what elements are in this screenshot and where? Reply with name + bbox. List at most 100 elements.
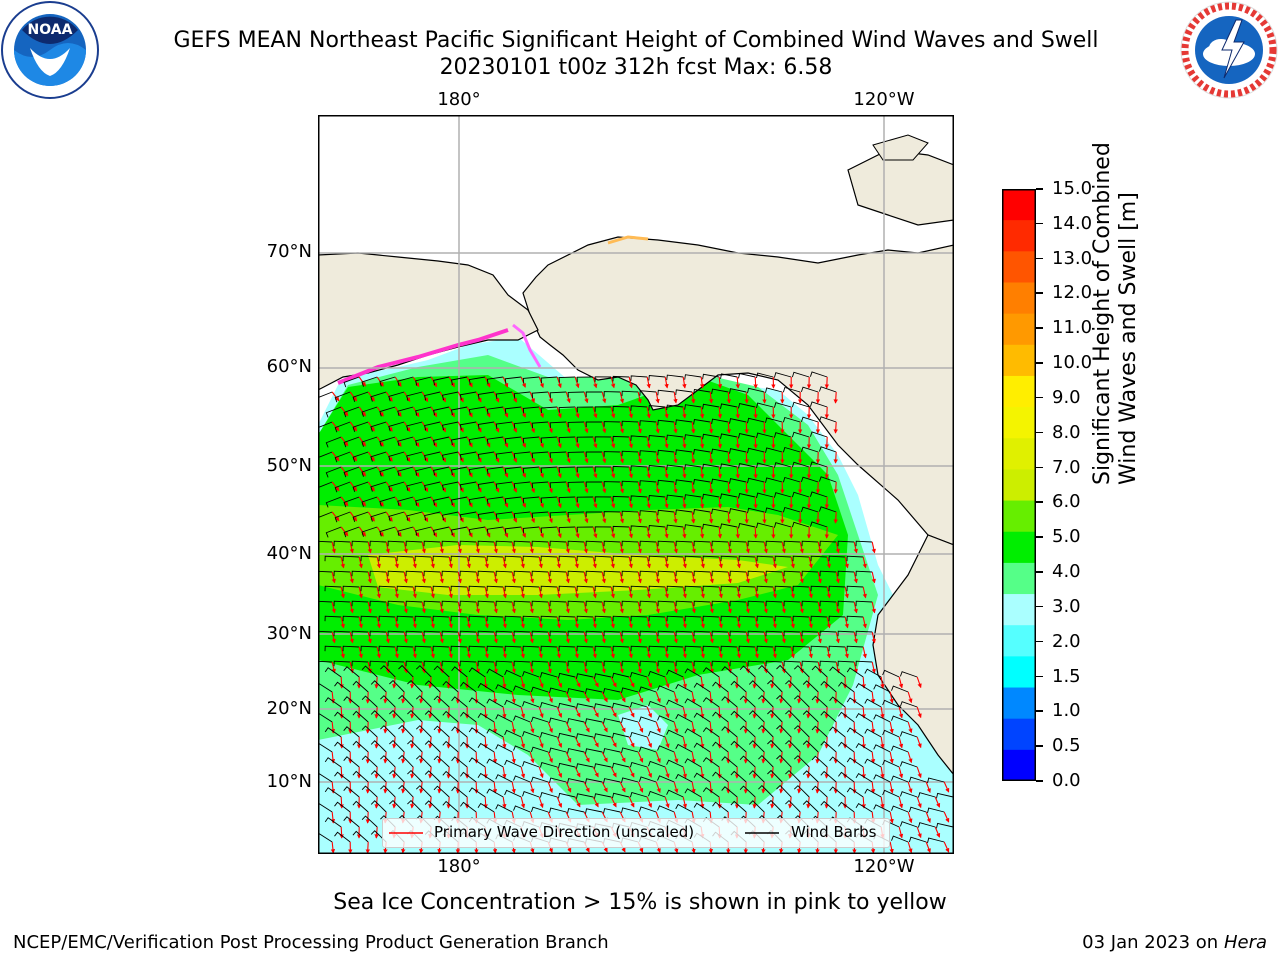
wave-direction-arrow: [898, 706, 904, 719]
wind-barb: [585, 421, 603, 427]
colorbar-tick-label: 12.0: [1052, 282, 1093, 304]
wind-barb: [361, 695, 378, 708]
wave-direction-arrow: [574, 406, 580, 419]
wave-direction-arrow: [824, 406, 830, 419]
wave-direction-arrow: [727, 541, 732, 554]
wave-direction-arrow: [583, 391, 589, 404]
wave-direction-arrow: [610, 436, 616, 449]
wave-direction-arrow: [331, 571, 336, 584]
wind-barb: [629, 731, 648, 738]
wind-barb: [324, 585, 342, 592]
wind-barb: [407, 709, 423, 723]
wind-barb: [818, 446, 837, 453]
wave-direction-arrow: [717, 676, 722, 689]
wave-direction-arrow: [565, 661, 570, 674]
wave-direction-arrow: [412, 586, 417, 599]
wind-barb: [675, 600, 693, 607]
wind-barb: [612, 375, 630, 382]
wave-direction-arrow: [592, 706, 599, 718]
wave-direction-arrow: [574, 376, 580, 389]
wind-barb: [684, 585, 702, 592]
wave-direction-arrow: [817, 541, 822, 554]
wind-barb: [712, 681, 729, 693]
wind-barb: [513, 451, 531, 459]
wind-barb: [801, 600, 819, 607]
noaa-logo-text: NOAA: [28, 22, 73, 38]
wind-barb: [630, 555, 648, 562]
wind-barb: [414, 615, 432, 622]
wave-direction-arrow: [735, 526, 740, 539]
wave-direction-arrow: [664, 496, 669, 509]
wave-direction-arrow: [817, 631, 822, 644]
wind-barb: [361, 496, 378, 507]
noaa-logo: NOAA: [1, 1, 99, 99]
wind-barb: [333, 630, 351, 637]
wave-direction-arrow: [673, 691, 679, 704]
colorbar-tick-label: 0.5: [1052, 735, 1081, 757]
wind-barb: [540, 406, 558, 414]
wave-direction-arrow: [583, 601, 588, 614]
wind-barb: [791, 461, 810, 468]
wind-barb: [702, 697, 720, 708]
wave-direction-arrow: [673, 541, 678, 554]
wind-barb: [567, 718, 585, 724]
wind-barb: [738, 522, 756, 529]
wind-barb: [773, 462, 792, 468]
wind-barb: [504, 615, 522, 622]
wave-direction-arrow: [403, 661, 408, 674]
wind-barb: [352, 680, 369, 693]
lat-label-60n: 60°N: [266, 356, 312, 377]
wind-barb: [343, 406, 360, 418]
wind-barb: [702, 403, 720, 410]
wind-barb: [792, 645, 810, 652]
wind-barb: [540, 526, 558, 534]
wind-barb: [630, 585, 648, 592]
wind-barb: [513, 391, 531, 399]
wind-barb: [756, 615, 774, 622]
wind-barb: [738, 492, 756, 499]
wave-direction-arrow: [646, 676, 652, 688]
wave-direction-arrow: [871, 631, 876, 644]
wind-barb: [612, 702, 630, 709]
wind-barb: [612, 585, 630, 592]
wave-direction-arrow: [699, 406, 705, 419]
wind-barb: [477, 540, 495, 547]
wind-barb: [450, 376, 468, 385]
wind-barb: [819, 630, 837, 637]
wave-direction-arrow: [483, 676, 488, 689]
wave-direction-arrow: [862, 586, 867, 599]
wave-direction-arrow: [753, 466, 758, 479]
wind-barb: [675, 419, 693, 425]
wave-direction-arrow: [457, 571, 462, 584]
wind-barb: [531, 570, 549, 577]
wind-barb: [666, 615, 684, 622]
wind-barb: [397, 466, 414, 477]
wind-barb: [495, 451, 513, 460]
wind-barb: [567, 630, 585, 637]
wave-direction-arrow: [340, 616, 345, 629]
wave-direction-arrow: [862, 616, 867, 629]
wind-barb: [684, 494, 702, 500]
wave-direction-arrow: [619, 661, 624, 674]
wave-direction-arrow: [817, 571, 822, 584]
wind-barb: [406, 511, 423, 521]
wind-barb: [648, 435, 666, 441]
wind-barb: [855, 600, 873, 607]
wind-barb: [324, 667, 342, 678]
wind-barb: [477, 712, 495, 723]
wave-direction-arrow: [340, 406, 349, 417]
wave-direction-arrow: [628, 646, 633, 659]
wind-barb: [621, 390, 639, 397]
wind-barb: [630, 525, 648, 531]
colorbar-label-line2: Wind Waves and Swell [m]: [1116, 192, 1141, 485]
wind-barb: [738, 615, 756, 622]
wave-direction-arrow: [574, 736, 581, 748]
wind-barb: [450, 436, 468, 445]
wind-barb: [585, 688, 603, 694]
wind-barb: [882, 669, 900, 678]
wind-barb: [433, 466, 450, 476]
wind-barb: [758, 664, 774, 678]
wave-direction-arrow: [448, 616, 453, 629]
wind-barb: [594, 645, 612, 652]
wave-direction-arrow: [700, 556, 705, 569]
